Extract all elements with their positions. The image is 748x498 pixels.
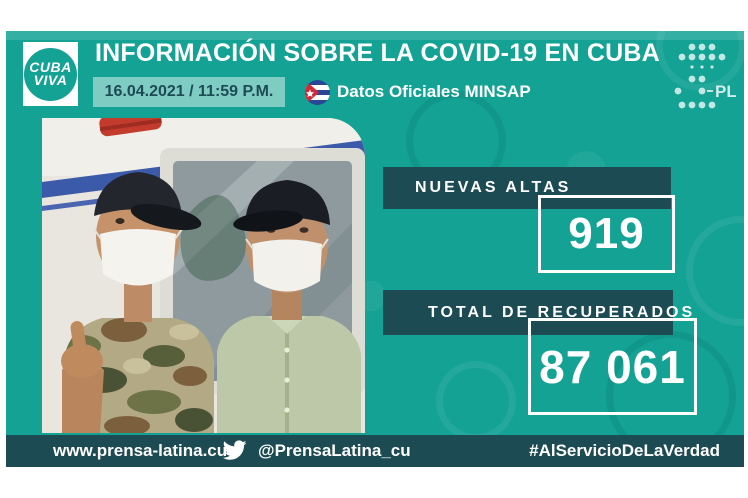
twitter-handle: @PrensaLatina_cu — [258, 441, 411, 460]
stat-value-box-nuevas-altas: 919 — [538, 195, 675, 273]
source-label: Datos Oficiales MINSAP — [337, 82, 531, 101]
stat-value-total-recuperados: 87 061 — [539, 340, 686, 393]
stat-label-nuevas-altas: NUEVAS ALTAS — [415, 179, 572, 196]
stat-value-nuevas-altas: 919 — [568, 209, 645, 258]
twitter-bird-icon — [221, 440, 247, 462]
stat-bar-nuevas-altas: NUEVAS ALTAS — [383, 167, 671, 209]
recovered-patients-photo — [42, 118, 365, 433]
cuba-flag-icon — [305, 80, 330, 105]
page-title: INFORMACIÓN SOBRE LA COVID-19 EN CUBA — [95, 39, 660, 67]
virus-watermark — [436, 361, 516, 441]
card-top-highlight — [6, 31, 744, 40]
hashtag-label: #AlServicioDeLaVerdad — [529, 441, 720, 460]
recovered-man-right — [217, 180, 361, 433]
stat-bar-total-recuperados: TOTAL DE RECUPERADOS — [383, 290, 692, 335]
cuba-viva-line1: CUBA — [29, 59, 72, 75]
stat-value-box-total-recuperados: 87 061 — [528, 318, 697, 415]
cuba-viva-badge: CUBA VIVA — [23, 42, 78, 106]
date-time-box: 16.04.2021 / 11:59 P.M. — [93, 77, 285, 107]
cuba-viva-line2: VIVA — [33, 72, 68, 88]
recovered-man-left — [61, 172, 214, 433]
pl-monogram: PL — [715, 82, 736, 101]
infographic-card: CUBA VIVA INFORMACIÓN SOBRE LA COVID-19 … — [6, 31, 744, 467]
footer-bar: www.prensa-latina.cu @PrensaLatina_cu #A… — [6, 435, 744, 467]
photo-illustration — [42, 118, 365, 433]
stat-label-total-recuperados: TOTAL DE RECUPERADOS — [428, 303, 696, 321]
website-url: www.prensa-latina.cu — [53, 441, 228, 460]
cuba-viva-logo: CUBA VIVA — [24, 47, 77, 101]
prensa-latina-dots-logo: PL — [674, 41, 737, 118]
